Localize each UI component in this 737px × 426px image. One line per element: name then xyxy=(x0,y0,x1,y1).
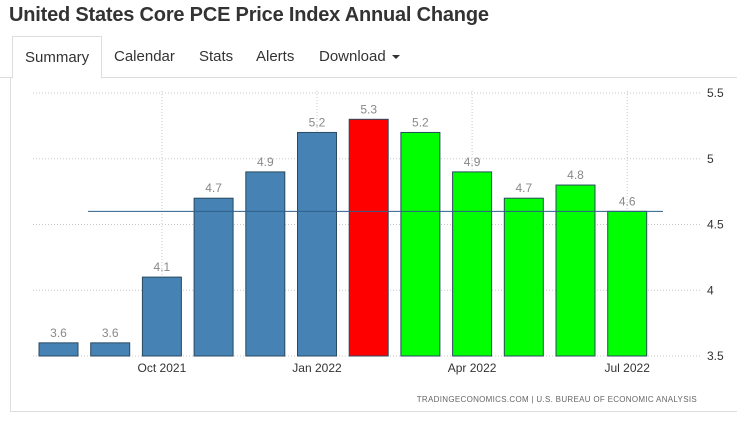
bar xyxy=(400,131,441,357)
tab-summary[interactable]: Summary xyxy=(12,36,103,79)
x-tick-label: Jul 2022 xyxy=(605,361,651,375)
bar xyxy=(607,210,648,357)
y-tick-label: 5.5 xyxy=(707,86,724,100)
tabs-bar: Summary Calendar Stats Alerts Download xyxy=(0,36,737,79)
bar xyxy=(38,342,79,357)
tab-calendar[interactable]: Calendar xyxy=(114,36,175,78)
tab-alerts-label: Alerts xyxy=(256,48,295,65)
x-tick-label: Oct 2021 xyxy=(138,361,187,375)
tab-summary-label: Summary xyxy=(25,49,90,66)
bar xyxy=(555,184,596,357)
chart-panel: 3.5 4 4.5 5 5.5 3.6 3.6 4.1 4.7 4.9 5.2 5.3 5.2 4.9 4.… xyxy=(10,78,737,412)
chevron-down-icon xyxy=(391,55,400,60)
tab-stats-label: Stats xyxy=(199,48,234,65)
data-label: 4.7 xyxy=(515,181,532,195)
chart-credits: TRADINGECONOMICS.COM | U.S. BUREAU OF EC… xyxy=(417,395,697,404)
tab-calendar-label: Calendar xyxy=(114,48,175,65)
data-label: 4.6 xyxy=(619,194,636,208)
data-label: 4.7 xyxy=(205,181,222,195)
y-tick-label: 4 xyxy=(707,283,714,297)
bar xyxy=(503,197,544,357)
data-label: 5.2 xyxy=(412,115,429,129)
data-label: 3.6 xyxy=(102,326,119,340)
data-label: 4.9 xyxy=(257,155,274,169)
data-label: 5.3 xyxy=(360,102,377,116)
bar xyxy=(297,131,337,357)
y-tick-label: 5 xyxy=(707,152,714,166)
y-tick-label: 4.5 xyxy=(707,218,724,232)
x-tick-label: Jan 2022 xyxy=(292,361,342,375)
bar xyxy=(348,118,389,357)
y-tick-label: 3.5 xyxy=(707,349,724,363)
tab-download-label: Download xyxy=(319,48,386,65)
data-label: 4.9 xyxy=(464,155,481,169)
tab-alerts[interactable]: Alerts xyxy=(256,36,294,78)
data-label: 4.8 xyxy=(567,168,584,182)
bar xyxy=(90,342,131,357)
tab-stats[interactable]: Stats xyxy=(199,36,233,78)
bar xyxy=(193,197,234,357)
bar xyxy=(452,171,493,357)
page-title: United States Core PCE Price Index Annua… xyxy=(9,4,489,26)
data-label: 3.6 xyxy=(50,326,67,340)
bar xyxy=(245,171,286,357)
data-label: 4.1 xyxy=(154,260,171,274)
tab-download[interactable]: Download xyxy=(319,36,400,78)
x-tick-label: Apr 2022 xyxy=(448,361,497,375)
bar-chart: 3.5 4 4.5 5 5.5 3.6 3.6 4.1 4.7 4.9 5.2 5.3 5.2 4.9 4.… xyxy=(33,86,724,404)
bar xyxy=(141,276,182,357)
data-label: 5.2 xyxy=(309,115,326,129)
